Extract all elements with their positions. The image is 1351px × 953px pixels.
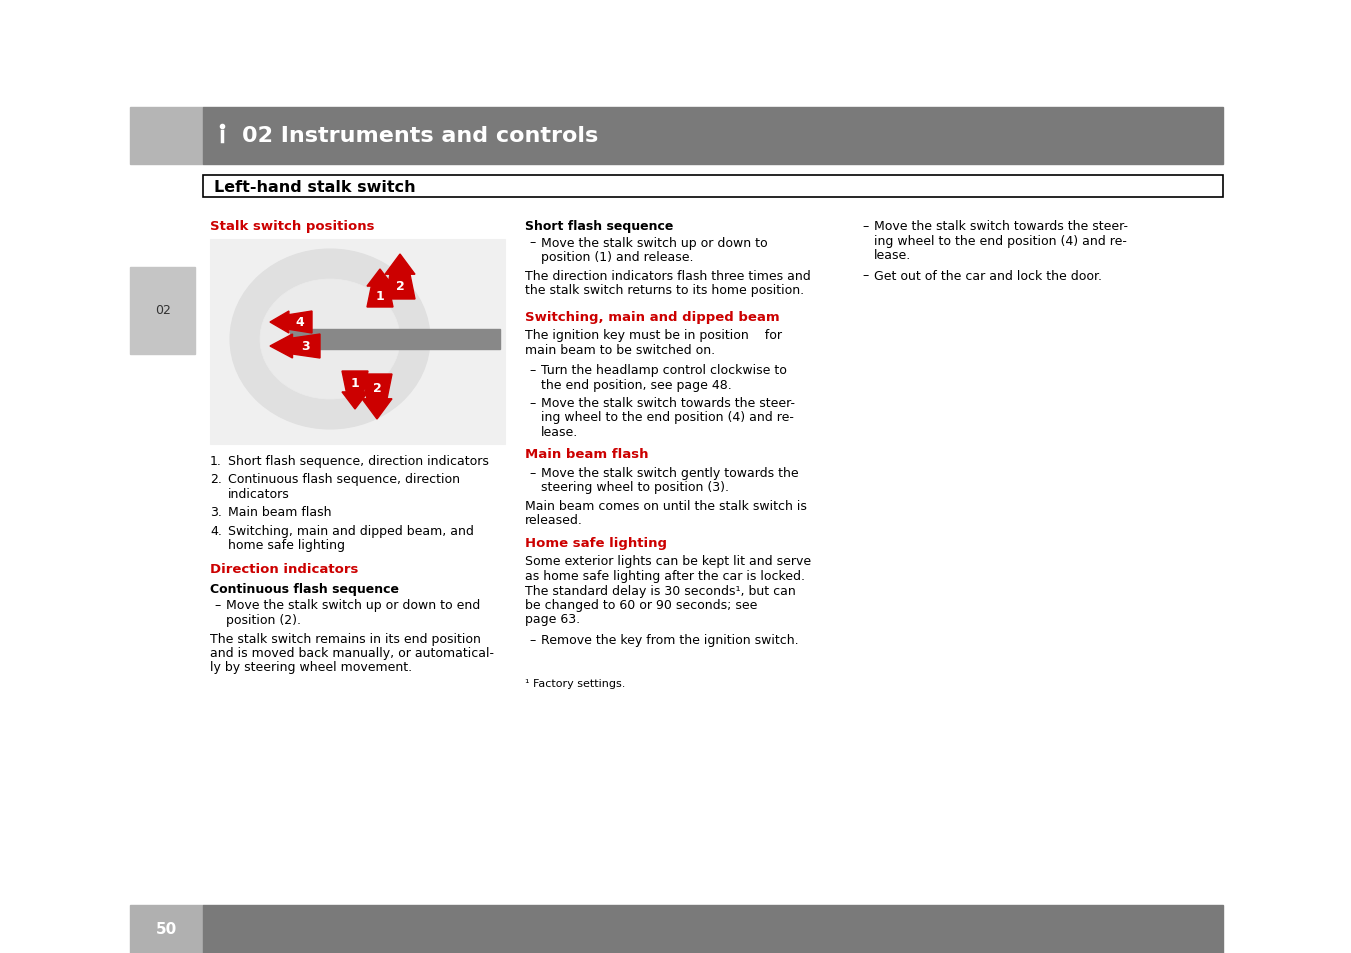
Text: Move the stalk switch up or down to end: Move the stalk switch up or down to end: [226, 598, 480, 612]
Text: Move the stalk switch up or down to: Move the stalk switch up or down to: [540, 236, 767, 250]
Text: the stalk switch returns to its home position.: the stalk switch returns to its home pos…: [526, 284, 804, 296]
Text: page 63.: page 63.: [526, 613, 580, 626]
Text: Main beam comes on until the stalk switch is: Main beam comes on until the stalk switc…: [526, 499, 807, 513]
Text: main beam to be switched on.: main beam to be switched on.: [526, 343, 715, 356]
Text: position (2).: position (2).: [226, 614, 301, 626]
Bar: [209, 240, 505, 444]
Ellipse shape: [259, 280, 400, 399]
Ellipse shape: [230, 250, 430, 430]
Text: Main beam flash: Main beam flash: [526, 448, 648, 461]
Text: Move the stalk switch towards the steer-: Move the stalk switch towards the steer-: [874, 220, 1128, 233]
Text: –: –: [213, 598, 220, 612]
Text: –: –: [530, 467, 535, 479]
Text: Remove the key from the ignition switch.: Remove the key from the ignition switch.: [540, 634, 798, 646]
Text: Switching, main and dipped beam: Switching, main and dipped beam: [526, 310, 780, 323]
Text: 4.: 4.: [209, 524, 222, 537]
Text: Continuous flash sequence, direction: Continuous flash sequence, direction: [228, 473, 459, 486]
Polygon shape: [362, 375, 392, 419]
Text: 50: 50: [155, 922, 177, 937]
Text: the end position, see page 48.: the end position, see page 48.: [540, 378, 732, 391]
Text: Move the stalk switch gently towards the: Move the stalk switch gently towards the: [540, 467, 798, 479]
Text: The standard delay is 30 seconds¹, but can: The standard delay is 30 seconds¹, but c…: [526, 584, 796, 597]
Text: Switching, main and dipped beam, and: Switching, main and dipped beam, and: [228, 524, 474, 537]
Text: –: –: [530, 396, 535, 410]
Text: and is moved back manually, or automatical-: and is moved back manually, or automatic…: [209, 646, 494, 659]
Bar: [203, 108, 1223, 165]
Text: as home safe lighting after the car is locked.: as home safe lighting after the car is l…: [526, 569, 805, 582]
Text: 1: 1: [376, 290, 385, 303]
Text: –: –: [862, 269, 869, 282]
Bar: [290, 330, 500, 350]
Text: 1: 1: [351, 376, 359, 390]
Text: lease.: lease.: [874, 249, 912, 262]
Text: Get out of the car and lock the door.: Get out of the car and lock the door.: [874, 269, 1102, 282]
Bar: [130, 905, 203, 953]
Bar: [130, 108, 203, 165]
Text: Left-hand stalk switch: Left-hand stalk switch: [213, 179, 416, 194]
Text: Move the stalk switch towards the steer-: Move the stalk switch towards the steer-: [540, 396, 794, 410]
Polygon shape: [342, 372, 367, 410]
Text: ly by steering wheel movement.: ly by steering wheel movement.: [209, 660, 412, 674]
Text: indicators: indicators: [228, 488, 289, 500]
Text: Stalk switch positions: Stalk switch positions: [209, 220, 374, 233]
Text: The direction indicators flash three times and: The direction indicators flash three tim…: [526, 269, 811, 282]
Bar: [203, 175, 1223, 198]
Text: –: –: [530, 634, 535, 646]
Text: steering wheel to position (3).: steering wheel to position (3).: [540, 481, 730, 494]
Text: Some exterior lights can be kept lit and serve: Some exterior lights can be kept lit and…: [526, 555, 811, 568]
Ellipse shape: [213, 122, 231, 150]
Text: Direction indicators: Direction indicators: [209, 562, 358, 576]
Text: 2.: 2.: [209, 473, 222, 486]
Text: 02 Instruments and controls: 02 Instruments and controls: [242, 126, 598, 146]
Text: ¹ Factory settings.: ¹ Factory settings.: [526, 679, 626, 688]
Text: ing wheel to the end position (4) and re-: ing wheel to the end position (4) and re…: [540, 411, 794, 424]
Polygon shape: [270, 335, 320, 358]
Text: Short flash sequence, direction indicators: Short flash sequence, direction indicato…: [228, 455, 489, 468]
Text: Main beam flash: Main beam flash: [228, 506, 331, 519]
Text: 2: 2: [373, 381, 381, 395]
Text: 02: 02: [155, 304, 172, 317]
Bar: [130, 268, 195, 355]
Text: released.: released.: [526, 514, 582, 527]
Text: position (1) and release.: position (1) and release.: [540, 251, 693, 264]
Text: Turn the headlamp control clockwise to: Turn the headlamp control clockwise to: [540, 364, 786, 376]
Polygon shape: [385, 254, 415, 299]
Text: 4: 4: [295, 316, 304, 329]
Text: be changed to 60 or 90 seconds; see: be changed to 60 or 90 seconds; see: [526, 598, 758, 612]
Text: home safe lighting: home safe lighting: [228, 539, 345, 552]
Text: Home safe lighting: Home safe lighting: [526, 537, 667, 550]
Polygon shape: [270, 312, 312, 334]
Text: Short flash sequence: Short flash sequence: [526, 220, 673, 233]
Text: –: –: [862, 220, 869, 233]
Text: Continuous flash sequence: Continuous flash sequence: [209, 582, 399, 596]
Text: 1.: 1.: [209, 455, 222, 468]
Text: 3: 3: [301, 340, 309, 354]
Text: lease.: lease.: [540, 426, 578, 438]
Text: 3.: 3.: [209, 506, 222, 519]
Text: The ignition key must be in position    for: The ignition key must be in position for: [526, 329, 782, 341]
Text: –: –: [530, 364, 535, 376]
Text: The stalk switch remains in its end position: The stalk switch remains in its end posi…: [209, 632, 481, 645]
Bar: [203, 905, 1223, 953]
Text: 2: 2: [396, 280, 404, 293]
Bar: [203, 175, 1223, 198]
Text: ing wheel to the end position (4) and re-: ing wheel to the end position (4) and re…: [874, 234, 1127, 247]
Text: –: –: [530, 236, 535, 250]
Polygon shape: [367, 270, 393, 308]
